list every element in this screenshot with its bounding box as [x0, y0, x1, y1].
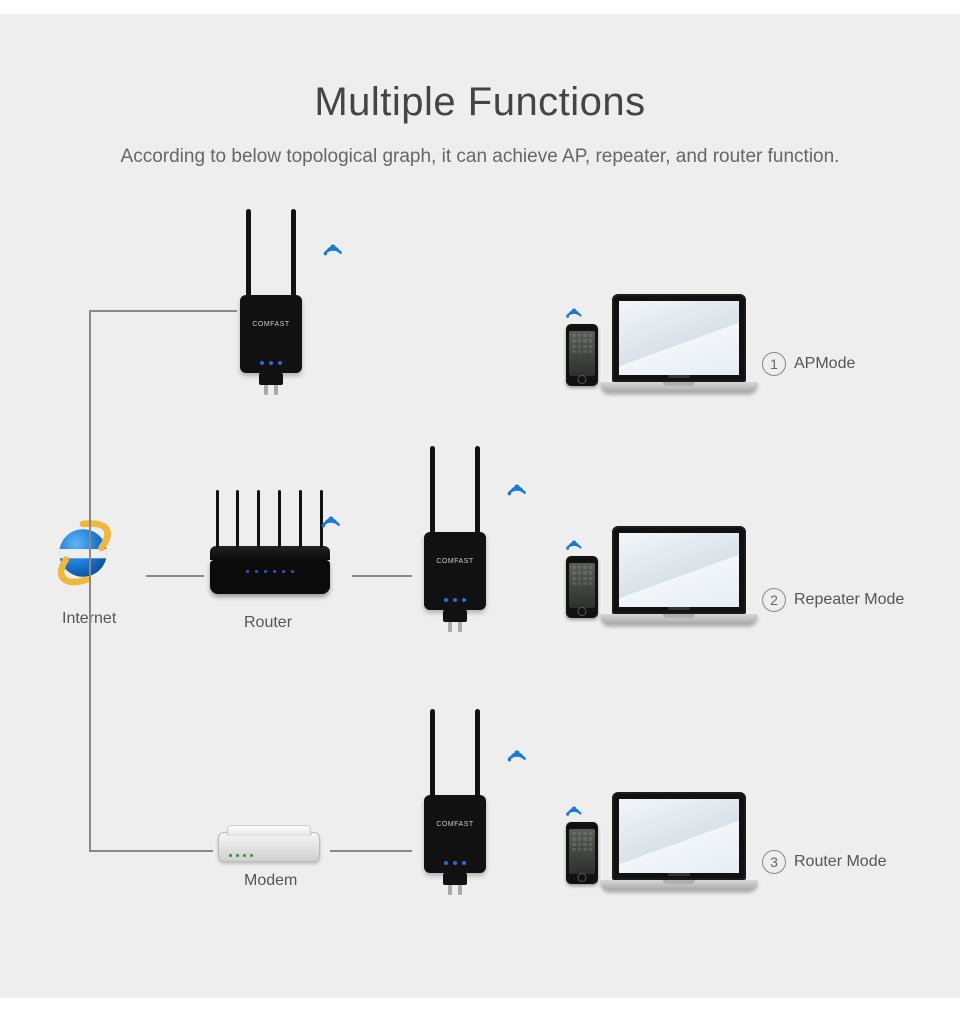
laptop-router	[600, 792, 758, 890]
phone-router	[566, 822, 598, 884]
router-label: Router	[244, 614, 292, 632]
wifi-icon	[563, 796, 585, 818]
device-brand: COMFAST	[240, 295, 302, 328]
repeater-device-router: COMFAST	[424, 795, 486, 873]
page-subtitle: According to below topological graph, it…	[0, 146, 960, 168]
phone-repeater	[566, 556, 598, 618]
phone-ap	[566, 324, 598, 386]
line-router-repeater	[352, 575, 412, 577]
modem-device	[218, 832, 320, 862]
wifi-icon	[563, 298, 585, 320]
repeater-device-mid: COMFAST	[424, 532, 486, 610]
mode-name: APMode	[794, 355, 855, 372]
page-title: Multiple Functions	[0, 80, 960, 125]
internet-icon	[50, 520, 116, 591]
mode-num: 1	[762, 352, 786, 376]
wifi-icon	[504, 738, 530, 764]
wifi-icon	[504, 472, 530, 498]
line-internet-router	[146, 575, 204, 577]
device-brand: COMFAST	[424, 795, 486, 828]
wifi-icon	[563, 530, 585, 552]
wifi-icon	[318, 504, 344, 530]
mode-repeater: 2 Repeater Mode	[762, 588, 904, 612]
trunk-line	[89, 310, 91, 852]
branch-ap	[89, 310, 237, 312]
wifi-icon	[320, 232, 346, 258]
frame-bottom	[0, 998, 960, 1012]
mode-name: Router Mode	[794, 853, 887, 870]
mode-num: 2	[762, 588, 786, 612]
line-modem-repeater	[330, 850, 412, 852]
device-brand: COMFAST	[424, 532, 486, 565]
branch-router	[89, 850, 213, 852]
router-device	[210, 560, 330, 594]
mode-ap: 1 APMode	[762, 352, 855, 376]
laptop-repeater	[600, 526, 758, 624]
laptop-ap	[600, 294, 758, 392]
modem-label: Modem	[244, 872, 297, 890]
repeater-device-ap: COMFAST	[240, 295, 302, 373]
mode-name: Repeater Mode	[794, 591, 904, 608]
mode-router: 3 Router Mode	[762, 850, 887, 874]
mode-num: 3	[762, 850, 786, 874]
frame-top	[0, 0, 960, 14]
